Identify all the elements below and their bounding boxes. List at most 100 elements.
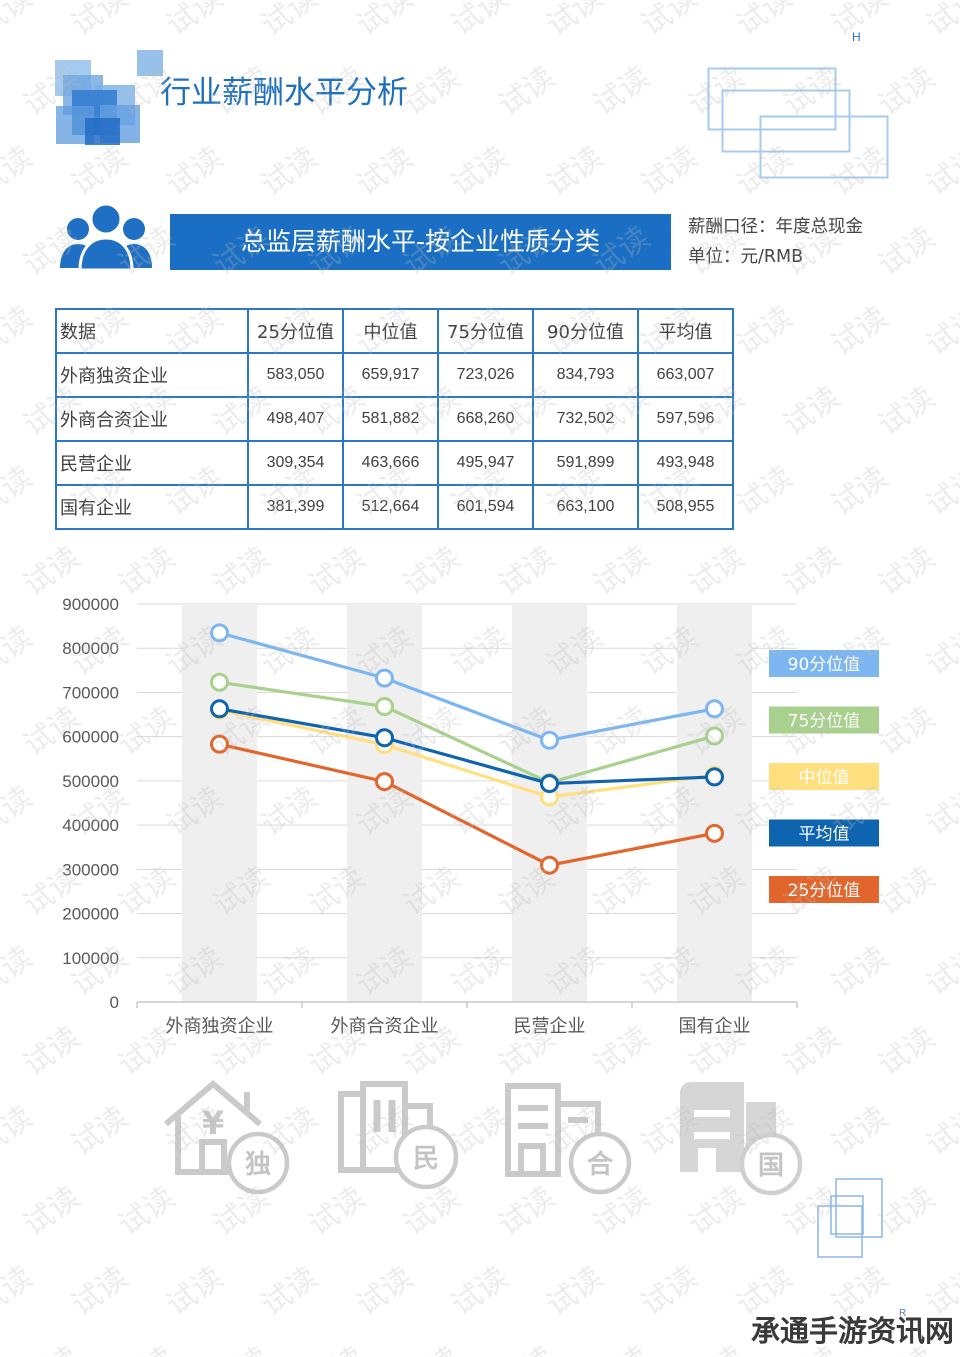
annex-shape <box>405 1103 433 1128</box>
enterprise-type-cell: 外商合资企业 <box>55 396 249 442</box>
salary-line-chart: 0 100000 200000 300000 400000 500000 600000 700… <box>62 595 879 1037</box>
building-tower-shape <box>505 1083 561 1177</box>
footer-decoration <box>817 1178 883 1258</box>
corner-mark: H <box>852 30 861 44</box>
watermark-text: 试读 <box>730 0 800 44</box>
watermark-text: 试读 <box>920 300 960 364</box>
x-category-label: 外商合资企业 <box>331 1016 439 1037</box>
watermark-text: 试读 <box>207 1340 276 1357</box>
deco-frame <box>830 1195 864 1235</box>
watermark-text: 试读 <box>872 220 942 284</box>
watermark-text: 试读 <box>920 0 960 44</box>
salary-value-cell: 659,917 <box>342 352 439 398</box>
column-header: 25分位值 <box>247 308 344 354</box>
x-category-label: 民营企业 <box>514 1016 586 1037</box>
badge-guo-icon: 国 <box>739 1132 803 1196</box>
y-tick-label: 200000 <box>62 905 119 924</box>
series <box>210 700 724 807</box>
watermark-text: 试读 <box>587 1340 656 1357</box>
watermark-text: 试读 <box>492 60 562 124</box>
badge-du-icon: 独 <box>226 1131 290 1195</box>
badge-circle <box>393 1124 459 1190</box>
watermark-text: 试读 <box>0 300 40 364</box>
category-band <box>677 604 752 1002</box>
category-bands <box>182 604 752 1002</box>
watermark-text: 试读 <box>920 620 960 684</box>
header-decoration <box>707 67 889 179</box>
legend-label: 75分位值 <box>788 712 861 732</box>
salary-notes: 薪酬口径：年度总现金 单位：元/RMB <box>688 212 863 272</box>
watermark-text: 试读 <box>0 1260 40 1324</box>
salary-value-cell: 583,050 <box>247 352 344 398</box>
salary-value-cell: 493,948 <box>637 440 734 486</box>
section-banner-title: 总监层薪酬水平-按企业性质分类 <box>240 227 601 256</box>
salary-value-cell: 581,882 <box>342 396 439 442</box>
badge-label: 独 <box>245 1150 271 1180</box>
series <box>210 623 724 750</box>
data-point-marker <box>210 623 229 643</box>
legend-label: 平均值 <box>799 825 850 845</box>
x-category-label: 国有企业 <box>679 1016 751 1037</box>
annex-shape <box>558 1101 601 1134</box>
window-stripe-shape <box>694 1110 730 1117</box>
data-point-marker <box>705 823 724 843</box>
column-header: 平均值 <box>637 308 734 354</box>
data-point-marker <box>210 672 229 692</box>
watermark-text: 试读 <box>540 1260 610 1324</box>
watermark-text: 试读 <box>682 1340 751 1357</box>
watermark-text: 试读 <box>65 1260 135 1324</box>
watermark-text: 试读 <box>350 1260 420 1324</box>
building-tower-shape <box>680 1082 744 1172</box>
watermark-text: 试读 <box>0 780 40 844</box>
watermark-text: 试读 <box>445 140 515 204</box>
window-stripe-shape <box>694 1132 730 1139</box>
watermark-text: 试读 <box>540 0 610 44</box>
row-header-label: 数据 <box>55 308 249 354</box>
salary-value-cell: 668,260 <box>437 396 534 442</box>
person-head-right <box>123 218 145 240</box>
watermark-text: 试读 <box>160 0 230 44</box>
note-unit: 单位：元/RMB <box>688 247 804 267</box>
site-watermark: 承通手游资讯网 <box>750 1314 954 1348</box>
data-point-marker <box>705 699 724 719</box>
watermark-text: 试读 <box>0 140 40 204</box>
watermark-text: 试读 <box>445 0 515 44</box>
data-point-marker <box>210 734 229 754</box>
watermark-text: 试读 <box>255 140 325 204</box>
watermark-text: 试读 <box>492 1340 561 1357</box>
series-line <box>217 708 717 799</box>
watermark-text: 试读 <box>0 620 40 684</box>
watermark-text: 试读 <box>540 140 610 204</box>
legend-swatch <box>769 876 879 903</box>
watermark-text: 试读 <box>825 460 895 524</box>
salary-value-cell: 309,354 <box>247 440 344 486</box>
building-icon <box>338 1081 433 1173</box>
watermark-text: 试读 <box>112 1340 181 1357</box>
y-tick-label: 100000 <box>62 949 119 968</box>
data-point-marker <box>375 668 394 688</box>
column-header: 中位值 <box>342 308 439 354</box>
deco-frame <box>817 1205 863 1258</box>
enterprise-type-icons: ¥ 独 民 合 <box>164 1080 803 1196</box>
watermark-text: 试读 <box>635 0 705 44</box>
legend-label: 中位值 <box>799 768 850 788</box>
salary-value-cell: 732,502 <box>532 396 639 442</box>
watermark-text: 试读 <box>0 460 40 524</box>
category-band <box>347 604 422 1002</box>
watermark-text: 试读 <box>160 1260 230 1324</box>
axes: 0 100000 200000 300000 400000 500000 600000 700… <box>62 595 798 1037</box>
salary-value-cell: 834,793 <box>532 352 639 398</box>
data-point-marker <box>375 772 394 792</box>
deco-frame <box>759 115 889 179</box>
deco-square <box>137 50 163 76</box>
data-point-marker <box>540 855 559 875</box>
salary-value-cell: 498,407 <box>247 396 344 442</box>
house-yen-icon: ¥ <box>164 1080 262 1175</box>
series <box>210 699 724 794</box>
enterprise-type-cell: 国有企业 <box>55 484 249 530</box>
y-tick-label: 800000 <box>62 639 119 658</box>
watermark-text: 试读 <box>587 60 657 124</box>
table-header-row: 数据 25分位值 中位值 75分位值 90分位值 平均值 <box>55 308 734 354</box>
badge-label: 国 <box>758 1151 784 1181</box>
